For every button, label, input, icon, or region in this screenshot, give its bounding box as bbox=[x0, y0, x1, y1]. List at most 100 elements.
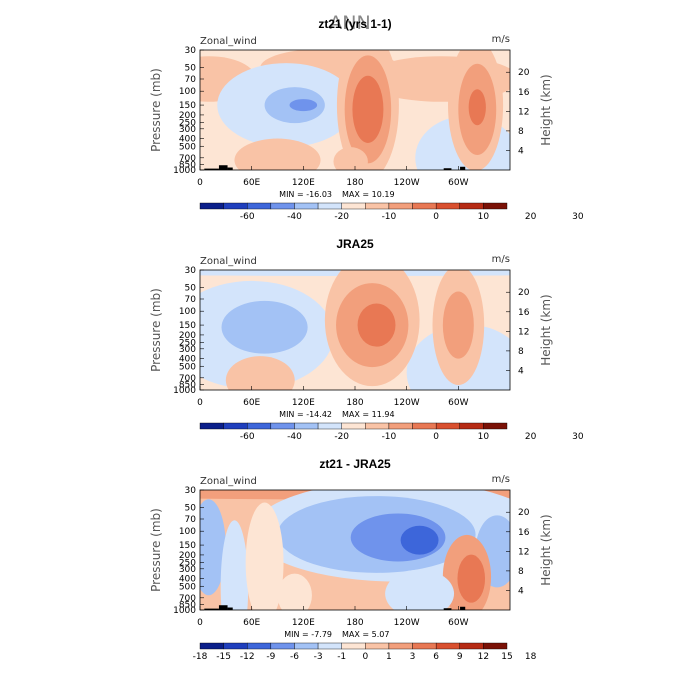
colorbar-label: 12 bbox=[478, 652, 489, 662]
y2-axis-label: Height (km) bbox=[539, 294, 553, 365]
y-axis-label: Pressure (mb) bbox=[149, 288, 163, 372]
colorbar-label: 3 bbox=[410, 652, 416, 662]
terrain-mask bbox=[204, 168, 219, 170]
colorbar-swatch bbox=[199, 202, 224, 210]
contour-region bbox=[357, 303, 396, 347]
y-tick-label: 50 bbox=[185, 283, 197, 293]
y-tick-label: 850 bbox=[179, 160, 196, 170]
y-tick-label: 700 bbox=[179, 374, 196, 384]
terrain-mask bbox=[460, 166, 466, 170]
y-tick-label: 700 bbox=[179, 154, 196, 164]
colorbar-swatch bbox=[223, 642, 248, 650]
x-tick-label: 180 bbox=[346, 178, 363, 188]
units-label: m/s bbox=[492, 254, 510, 265]
min-label: MIN = -7.79 bbox=[284, 630, 332, 639]
x-tick-label: 60W bbox=[448, 178, 468, 188]
y-tick-label: 30 bbox=[185, 46, 197, 56]
x-tick-label: 60E bbox=[243, 178, 260, 188]
variable-label: Zonal_wind bbox=[200, 36, 257, 47]
colorbar-swatch bbox=[294, 422, 319, 430]
x-tick-label: 0 bbox=[197, 398, 203, 408]
colorbar-swatch bbox=[483, 202, 508, 210]
chart-panel-1: zt21 (yrs 1-1)Zonal_wind m/s3050701001502… bbox=[149, 17, 584, 222]
panel-title: JRA25 bbox=[336, 237, 374, 251]
colorbar-swatch bbox=[365, 202, 390, 210]
max-label: MAX = 11.94 bbox=[342, 410, 395, 419]
colorbar-swatch bbox=[459, 422, 484, 430]
colorbar-swatch bbox=[388, 422, 413, 430]
colorbar-label: -20 bbox=[334, 212, 349, 222]
colorbar-swatch bbox=[341, 202, 366, 210]
contour-region bbox=[277, 573, 312, 610]
y2-tick-label: 16 bbox=[518, 88, 530, 98]
colorbar-swatch bbox=[483, 642, 508, 650]
contour-region bbox=[352, 75, 384, 143]
terrain-mask bbox=[460, 606, 466, 610]
colorbar-swatch bbox=[317, 642, 342, 650]
page-title: ANN bbox=[329, 12, 371, 34]
colorbar-swatch bbox=[341, 422, 366, 430]
colorbar-label: 0 bbox=[433, 212, 439, 222]
colorbar-swatch bbox=[412, 202, 437, 210]
y2-tick-label: 8 bbox=[518, 347, 524, 357]
colorbar-swatch bbox=[317, 202, 342, 210]
y2-tick-label: 4 bbox=[518, 146, 524, 156]
contour-region bbox=[400, 525, 439, 555]
colorbar-label: 10 bbox=[478, 212, 490, 222]
colorbar-swatch bbox=[412, 422, 437, 430]
colorbar-label: 9 bbox=[457, 652, 463, 662]
terrain-mask bbox=[227, 607, 233, 610]
y-tick-label: 100 bbox=[179, 527, 196, 537]
y-tick-label: 400 bbox=[179, 135, 196, 145]
colorbar-label: -10 bbox=[382, 432, 397, 442]
colorbar-label: 18 bbox=[525, 652, 537, 662]
y2-tick-label: 16 bbox=[518, 308, 530, 318]
contour-field bbox=[200, 270, 510, 390]
x-tick-label: 60E bbox=[243, 398, 260, 408]
colorbar-swatch bbox=[247, 202, 272, 210]
colorbar-label: 1 bbox=[386, 652, 392, 662]
y-tick-label: 250 bbox=[179, 339, 196, 349]
y2-tick-label: 12 bbox=[518, 107, 529, 117]
y-tick-label: 200 bbox=[179, 111, 196, 121]
x-tick-label: 120W bbox=[394, 398, 420, 408]
y-tick-label: 1000 bbox=[173, 386, 196, 396]
colorbar: -60 -40 -20 -10 0 10 20 30 bbox=[199, 422, 584, 442]
y-tick-label: 1000 bbox=[173, 606, 196, 616]
colorbar-label: -18 bbox=[193, 652, 208, 662]
y-tick-label: 300 bbox=[179, 125, 196, 135]
y2-tick-label: 8 bbox=[518, 127, 524, 137]
colorbar-swatch bbox=[317, 422, 342, 430]
y2-tick-label: 4 bbox=[518, 586, 524, 596]
y2-tick-label: 20 bbox=[518, 508, 530, 518]
x-tick-label: 60E bbox=[243, 618, 260, 628]
colorbar-swatch bbox=[435, 642, 460, 650]
units-label: m/s bbox=[492, 34, 510, 45]
colorbar-swatch bbox=[223, 202, 248, 210]
colorbar-swatch bbox=[459, 642, 484, 650]
colorbar-swatch bbox=[270, 422, 295, 430]
y-tick-label: 250 bbox=[179, 559, 196, 569]
y2-tick-label: 4 bbox=[518, 366, 524, 376]
colorbar-swatch bbox=[388, 642, 413, 650]
colorbar-swatch bbox=[365, 422, 390, 430]
y-tick-label: 500 bbox=[179, 142, 196, 152]
y-tick-label: 700 bbox=[179, 594, 196, 604]
y-axis-label: Pressure (mb) bbox=[149, 68, 163, 152]
colorbar-label: -15 bbox=[216, 652, 231, 662]
terrain-mask bbox=[443, 608, 452, 610]
y-tick-label: 30 bbox=[185, 266, 197, 276]
colorbar-label: -60 bbox=[240, 212, 255, 222]
y-tick-label: 300 bbox=[179, 565, 196, 575]
x-tick-label: 120E bbox=[292, 398, 315, 408]
colorbar-label: 0 bbox=[362, 652, 368, 662]
colorbar-swatch bbox=[341, 642, 366, 650]
colorbar-swatch bbox=[199, 422, 224, 430]
colorbar-swatch bbox=[435, 202, 460, 210]
x-tick-label: 180 bbox=[346, 618, 363, 628]
colorbar-swatch bbox=[294, 642, 319, 650]
x-tick-label: 60W bbox=[448, 618, 468, 628]
colorbar-label: 10 bbox=[478, 432, 490, 442]
y2-tick-label: 8 bbox=[518, 567, 524, 577]
y-tick-label: 500 bbox=[179, 582, 196, 592]
